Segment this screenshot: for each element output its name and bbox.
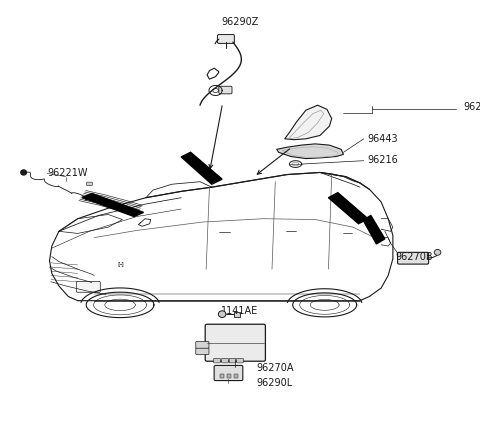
Text: 96270A: 96270A	[256, 363, 294, 373]
Text: 96210L: 96210L	[464, 102, 480, 112]
FancyBboxPatch shape	[196, 341, 209, 348]
Polygon shape	[276, 144, 344, 159]
FancyBboxPatch shape	[76, 281, 100, 292]
Polygon shape	[363, 215, 385, 244]
Text: 96290L: 96290L	[256, 378, 293, 388]
Polygon shape	[181, 152, 222, 184]
FancyBboxPatch shape	[397, 252, 429, 264]
Text: 96290Z: 96290Z	[221, 17, 259, 27]
FancyBboxPatch shape	[196, 348, 209, 354]
Circle shape	[434, 249, 441, 255]
Polygon shape	[83, 193, 144, 217]
Bar	[220, 374, 224, 378]
Text: 96443: 96443	[367, 134, 397, 144]
Text: 96221W: 96221W	[47, 168, 88, 178]
FancyBboxPatch shape	[214, 358, 220, 363]
Polygon shape	[328, 193, 368, 224]
Circle shape	[21, 170, 26, 175]
Text: 96270B: 96270B	[395, 251, 433, 262]
FancyBboxPatch shape	[237, 358, 243, 363]
Polygon shape	[285, 105, 332, 140]
Bar	[234, 374, 238, 378]
FancyBboxPatch shape	[205, 324, 265, 361]
Bar	[228, 374, 231, 378]
Circle shape	[218, 311, 226, 317]
FancyBboxPatch shape	[222, 358, 228, 363]
FancyBboxPatch shape	[219, 86, 232, 94]
Text: 96216: 96216	[367, 155, 398, 165]
Text: ℍ: ℍ	[117, 262, 123, 268]
Text: 1141AE: 1141AE	[221, 306, 258, 316]
FancyBboxPatch shape	[217, 35, 234, 43]
FancyBboxPatch shape	[87, 182, 92, 185]
FancyBboxPatch shape	[214, 366, 243, 381]
FancyBboxPatch shape	[234, 311, 240, 317]
FancyBboxPatch shape	[229, 358, 236, 363]
